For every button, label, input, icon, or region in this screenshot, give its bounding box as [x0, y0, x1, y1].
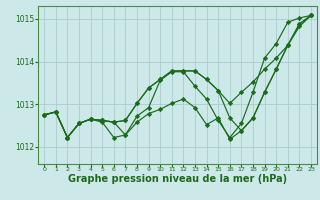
X-axis label: Graphe pression niveau de la mer (hPa): Graphe pression niveau de la mer (hPa) — [68, 174, 287, 184]
